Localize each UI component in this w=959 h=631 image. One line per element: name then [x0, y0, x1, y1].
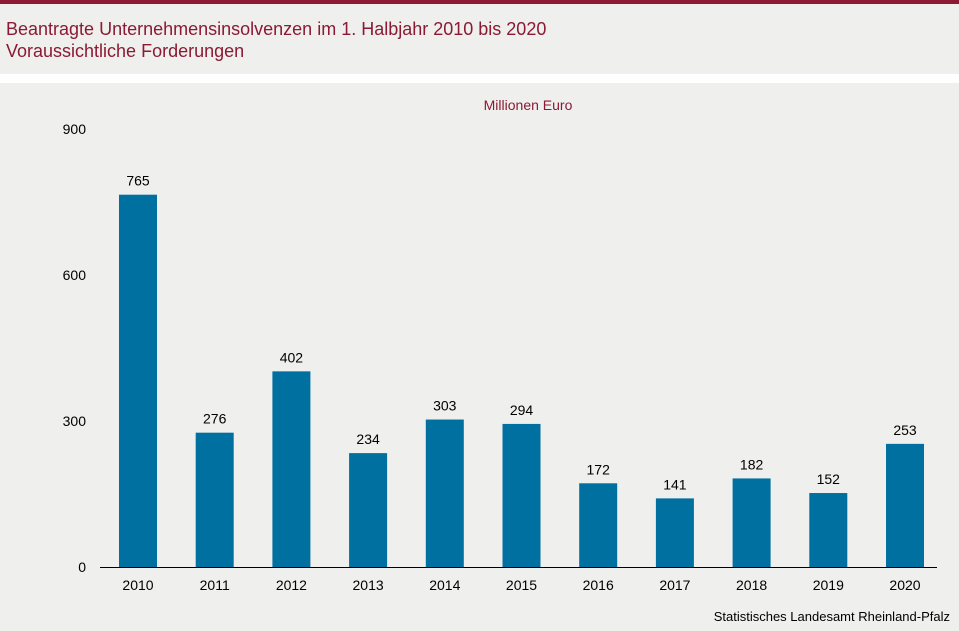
y-tick-label: 0	[78, 559, 86, 575]
x-tick-label: 2017	[659, 577, 690, 593]
data-label: 276	[203, 411, 227, 427]
bar	[195, 432, 234, 567]
x-tick-label: 2020	[889, 577, 920, 593]
bar	[886, 443, 924, 567]
bar	[732, 478, 771, 567]
data-label: 234	[356, 431, 380, 447]
x-tick-label: 2015	[506, 577, 537, 593]
data-label: 253	[893, 422, 917, 438]
data-label: 172	[587, 461, 611, 477]
y-tick-label: 300	[63, 413, 87, 429]
bar	[502, 423, 541, 567]
bar	[655, 498, 694, 567]
x-tick-label: 2011	[200, 577, 230, 593]
bar	[425, 419, 464, 567]
chart-title: Beantragte Unternehmensinsolvenzen im 1.…	[6, 19, 547, 39]
data-label: 141	[663, 476, 687, 492]
x-tick-label: 2019	[813, 577, 844, 593]
chart-subtitle: Voraussichtliche Forderungen	[6, 41, 245, 61]
bar	[272, 371, 311, 567]
data-label: 152	[817, 471, 841, 487]
x-tick-label: 2013	[353, 577, 384, 593]
top-accent-rule	[0, 0, 959, 4]
x-tick-label: 2014	[429, 577, 460, 593]
source-note: Statistisches Landesamt Rheinland-Pfalz	[713, 609, 950, 624]
bar	[349, 453, 388, 567]
data-label: 765	[126, 173, 150, 189]
data-label: 303	[433, 398, 457, 414]
bar	[809, 493, 848, 567]
unit-label: Millionen Euro	[484, 97, 573, 113]
data-label: 402	[280, 349, 304, 365]
data-label: 294	[510, 402, 534, 418]
header-divider	[0, 74, 959, 83]
x-tick-label: 2018	[736, 577, 767, 593]
chart-header: Beantragte Unternehmensinsolvenzen im 1.…	[0, 4, 959, 74]
data-label: 182	[740, 456, 764, 472]
bar	[579, 483, 618, 567]
bar	[119, 194, 157, 567]
x-tick-label: 2012	[276, 577, 307, 593]
y-tick-label: 600	[63, 267, 87, 283]
y-tick-label: 900	[63, 121, 87, 137]
x-tick-label: 2010	[122, 577, 153, 593]
x-tick-label: 2016	[583, 577, 614, 593]
